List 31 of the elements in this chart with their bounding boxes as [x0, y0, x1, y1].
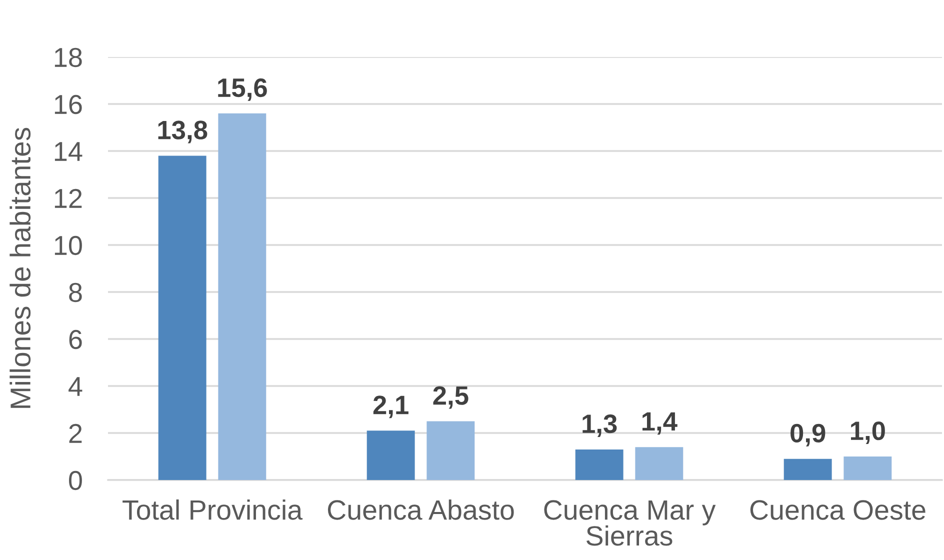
bar: [218, 113, 266, 480]
bar: [635, 447, 684, 480]
data-label: 2,5: [433, 386, 468, 409]
y-tick-label: 6: [69, 330, 82, 350]
y-tick-label: 4: [68, 377, 82, 396]
y-tick-label: 2: [69, 424, 82, 443]
y-tick-label: 18: [54, 48, 82, 68]
bar: [784, 458, 832, 480]
x-tick-label: Cuenca Abasto: [328, 499, 514, 520]
x-tick-label: Cuenca Mar y Sierras: [544, 500, 716, 546]
y-tick-label: 16: [54, 94, 82, 114]
x-tick-label: Cuenca Oeste: [750, 500, 926, 520]
y-axis-title: Millones de habitantes: [10, 128, 31, 408]
y-tick-label: 10: [54, 236, 82, 256]
data-label: 15,6: [218, 78, 267, 101]
data-label: 0,9: [790, 424, 826, 446]
data-label: 13,8: [158, 120, 208, 144]
x-tick-label: Total Provincia: [122, 499, 303, 520]
data-label: 1,3: [582, 414, 617, 437]
y-tick-label: 0: [68, 470, 82, 490]
bar: [844, 456, 892, 480]
data-label: 1,0: [850, 421, 885, 444]
y-tick-label: 14: [54, 142, 82, 161]
bar: [158, 156, 206, 480]
bar: [575, 449, 624, 480]
bar: [366, 430, 415, 480]
y-tick-label: 8: [69, 282, 82, 302]
y-tick-label: 12: [54, 188, 82, 208]
data-label: 2,1: [373, 396, 408, 418]
data-label: 1,4: [642, 412, 678, 435]
bar: [426, 421, 475, 480]
